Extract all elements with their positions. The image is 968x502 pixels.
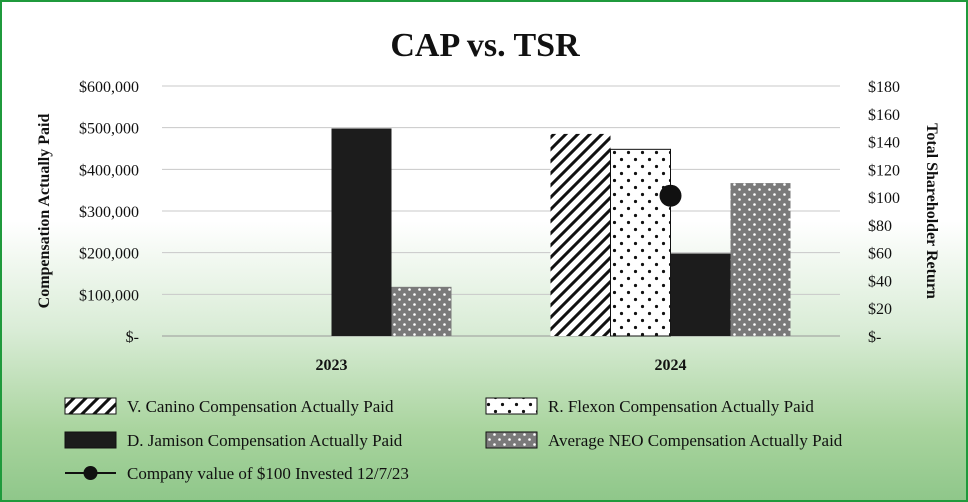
legend-label: R. Flexon Compensation Actually Paid [548,397,814,416]
bar-solid-2023 [331,128,392,336]
y2-tick-label: $20 [868,301,892,318]
y2-tick-label: $120 [868,162,900,179]
legend-swatch-marker [83,466,98,480]
legend-label: Company value of $100 Invested 12/7/23 [127,464,409,483]
y-tick-label: $300,000 [79,204,139,221]
legend-item: Average NEO Compensation Actually Paid [485,431,843,450]
y-axis-ticks: $- $100,000 $200,000 $300,000 $400,000 $500,0… [79,79,139,346]
y-tick-label: $500,000 [79,121,139,138]
legend-item: V. Canino Compensation Actually Paid [64,397,394,416]
legend-swatch-diagonal [64,397,117,415]
y-tick-label: $600,000 [79,79,139,96]
legend-swatch-sparse-dots [485,397,538,415]
y-tick-label: $- [126,329,139,346]
bar-solid-2024 [670,253,731,336]
chart-title: CAP vs. TSR [390,27,580,64]
category-label: 2023 [316,357,348,374]
legend-label: V. Canino Compensation Actually Paid [127,397,394,416]
legend-label: Average NEO Compensation Actually Paid [548,431,843,450]
y2-axis-ticks: $- $20 $40 $60 $80 $100 $120 $140 $160 $180 [868,79,900,346]
y2-tick-label: $- [868,329,881,346]
bars [331,128,791,337]
category-label: 2024 [655,357,687,374]
y-tick-label: $100,000 [79,287,139,304]
y2-axis-label: Total Shareholder Return [923,123,940,299]
y2-tick-label: $80 [868,218,892,235]
line-points [659,184,682,207]
legend-swatch-gray-dots [485,431,538,449]
y2-tick-label: $60 [868,246,892,263]
y2-tick-label: $140 [868,135,900,152]
legend-swatch-solid [64,431,117,449]
legend-item: R. Flexon Compensation Actually Paid [485,397,814,416]
y2-tick-label: $160 [868,107,900,124]
tsr-point-2024 [659,184,682,207]
legend: V. Canino Compensation Actually Paid R. F… [64,397,843,483]
legend-item: Company value of $100 Invested 12/7/23 [65,464,409,483]
bar-diagonal-2024 [550,133,611,336]
y-axis-label: Compensation Actually Paid [36,114,53,309]
y2-tick-label: $100 [868,190,900,207]
y-tick-label: $400,000 [79,162,139,179]
category-labels: 2023 2024 [316,357,687,374]
bar-gray-dots-2023 [391,286,452,336]
legend-item: D. Jamison Compensation Actually Paid [64,431,403,450]
bar-gray-dots-2024 [730,183,791,336]
y-tick-label: $200,000 [79,246,139,263]
gridlines [162,85,840,337]
y2-tick-label: $180 [868,79,900,96]
bar-sparse-dots-2024 [610,148,671,337]
legend-label: D. Jamison Compensation Actually Paid [127,431,403,450]
y2-tick-label: $40 [868,273,892,290]
